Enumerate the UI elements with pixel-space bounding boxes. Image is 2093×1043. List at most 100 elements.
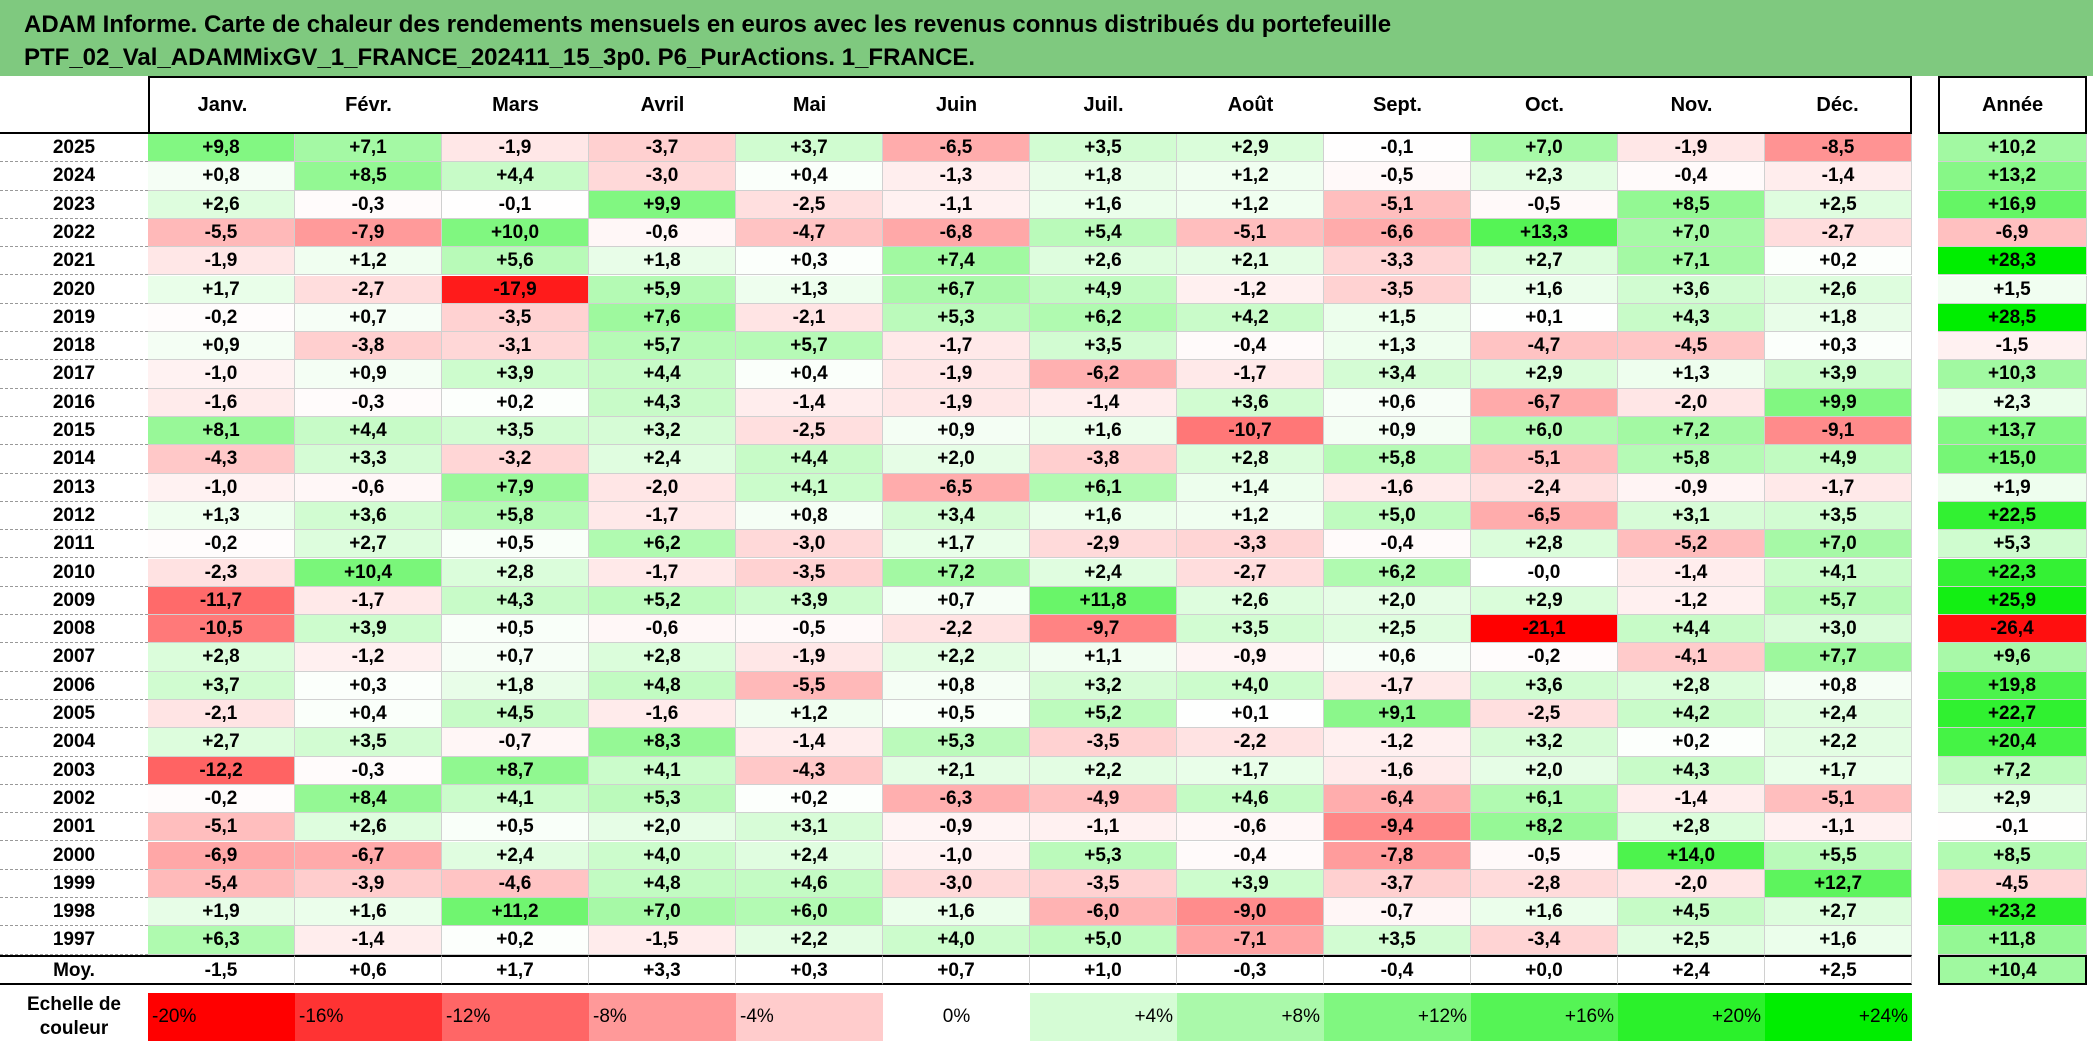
heatmap-cell: -0,3 (295, 756, 442, 785)
row-year-label: 2024 (0, 162, 148, 191)
heatmap-cell: +0,5 (442, 615, 589, 644)
heatmap-cell: +7,1 (295, 134, 442, 163)
row-year-label: 1998 (0, 898, 148, 927)
heatmap-cell: +0,1 (1177, 700, 1324, 729)
heatmap-cell: -1,2 (1324, 728, 1471, 757)
row-year-label: 2015 (0, 417, 148, 446)
heatmap-cell: -0,7 (1324, 898, 1471, 927)
heatmap-cell: +2,0 (883, 445, 1030, 474)
heatmap-cell: -2,7 (1177, 558, 1324, 587)
heatmap-cell: +3,4 (883, 501, 1030, 531)
heatmap-cell: -1,7 (1765, 473, 1912, 502)
heatmap-cell: +0,7 (883, 586, 1030, 616)
title-line-1: ADAM Informe. Carte de chaleur des rende… (24, 11, 1392, 38)
heatmap-cell: +2,4 (442, 841, 589, 870)
heatmap-cell: -7,9 (295, 218, 442, 248)
heatmap-cell: +9,1 (1324, 700, 1471, 729)
heatmap-cell: -10,7 (1177, 417, 1324, 446)
annual-cell: +8,5 (1938, 841, 2087, 870)
heatmap-cell: -9,4 (1324, 813, 1471, 842)
header-corner (0, 76, 148, 134)
heatmap-cell: +1,2 (1177, 501, 1324, 531)
heatmap-cell: -6,3 (883, 784, 1030, 814)
heatmap-cell: +4,4 (736, 445, 883, 474)
heatmap-cell: +0,3 (736, 247, 883, 276)
heatmap-cell: -6,9 (148, 841, 295, 870)
heatmap-cell: +2,8 (442, 558, 589, 587)
heatmap-cell: +7,7 (1765, 643, 1912, 672)
heatmap-cell: +1,9 (148, 898, 295, 927)
heatmap-cell: +2,8 (1618, 813, 1765, 842)
heatmap-cell: +2,0 (589, 813, 736, 842)
heatmap-cell: +8,5 (295, 162, 442, 191)
heatmap-cell: +9,9 (1765, 388, 1912, 417)
heatmap-cell: +7,1 (1618, 247, 1765, 276)
annual-cell: +5,3 (1938, 530, 2087, 559)
heatmap-cell: -2,4 (1471, 473, 1618, 502)
annual-cell: +28,3 (1938, 247, 2087, 276)
row-year-label: 2023 (0, 191, 148, 219)
heatmap-cell: -0,4 (1177, 841, 1324, 870)
column-header: Mars (442, 76, 589, 134)
heatmap-cell: -1,3 (883, 162, 1030, 191)
annual-cell: +22,7 (1938, 700, 2087, 729)
heatmap-cell: -17,9 (442, 275, 589, 304)
heatmap-cell: +0,2 (442, 388, 589, 417)
heatmap-cell: +6,3 (148, 926, 295, 955)
annual-cell: +10,3 (1938, 360, 2087, 389)
heatmap-cell: -6,5 (883, 134, 1030, 163)
heatmap-cell: +6,7 (883, 275, 1030, 304)
heatmap-cell: -5,5 (148, 218, 295, 248)
heatmap-cell: +1,8 (1765, 303, 1912, 333)
heatmap-cell: +14,0 (1618, 841, 1765, 870)
heatmap-cell: -0,9 (1177, 643, 1324, 672)
heatmap-cell: -3,2 (442, 445, 589, 474)
heatmap-cell: +5,8 (442, 501, 589, 531)
average-cell: +0,7 (883, 954, 1030, 985)
heatmap-cell: +10,0 (442, 218, 589, 248)
legend-swatch: +20% (1618, 993, 1765, 1041)
heatmap-cell: +3,7 (148, 671, 295, 700)
heatmap-cell: +0,6 (1324, 643, 1471, 672)
heatmap-cell: +2,6 (1765, 275, 1912, 304)
legend-title: Echelle de couleur (0, 993, 148, 1041)
heatmap-cell: +0,2 (1618, 728, 1765, 757)
legend-swatch: -16% (295, 993, 442, 1041)
heatmap-cell: +3,6 (1177, 388, 1324, 417)
heatmap-cell: -1,7 (589, 558, 736, 587)
column-header: Juil. (1030, 76, 1177, 134)
heatmap-cell: +4,4 (295, 417, 442, 446)
heatmap-cell: -3,8 (295, 332, 442, 361)
heatmap-cell: -5,5 (736, 671, 883, 700)
heatmap-cell: +0,5 (442, 813, 589, 842)
heatmap-cell: +2,5 (1618, 926, 1765, 955)
heatmap-cell: +0,3 (1765, 332, 1912, 361)
row-year-label: 2006 (0, 672, 148, 700)
heatmap-cell: +5,8 (1618, 445, 1765, 474)
heatmap-cell: +5,3 (883, 303, 1030, 333)
heatmap-cell: -2,5 (736, 417, 883, 446)
heatmap-cell: +5,7 (1765, 586, 1912, 616)
heatmap-cell: +2,6 (1177, 586, 1324, 616)
heatmap-cell: -6,5 (1471, 501, 1618, 531)
heatmap-cell: +4,4 (442, 162, 589, 191)
heatmap-cell: +4,2 (1618, 700, 1765, 729)
heatmap-cell: -1,9 (736, 643, 883, 672)
heatmap-cell: +2,2 (1030, 756, 1177, 785)
heatmap-cell: -1,4 (1030, 388, 1177, 417)
heatmap-cell: -1,2 (1177, 275, 1324, 304)
heatmap-cell: -1,0 (148, 473, 295, 502)
heatmap-cell: -0,4 (1177, 332, 1324, 361)
heatmap-cell: +6,1 (1030, 473, 1177, 502)
heatmap-cell: +1,8 (442, 671, 589, 700)
heatmap-cell: +11,2 (442, 898, 589, 927)
heatmap-cell: +8,2 (1471, 813, 1618, 842)
heatmap-cell: +2,6 (295, 813, 442, 842)
heatmap-cell: +3,9 (736, 586, 883, 616)
heatmap-cell: -7,8 (1324, 841, 1471, 870)
heatmap-cell: -1,7 (295, 586, 442, 616)
heatmap-cell: +8,3 (589, 728, 736, 757)
annual-cell: +13,7 (1938, 417, 2087, 446)
row-year-label: 2014 (0, 445, 148, 474)
heatmap-cell: +4,1 (442, 784, 589, 814)
